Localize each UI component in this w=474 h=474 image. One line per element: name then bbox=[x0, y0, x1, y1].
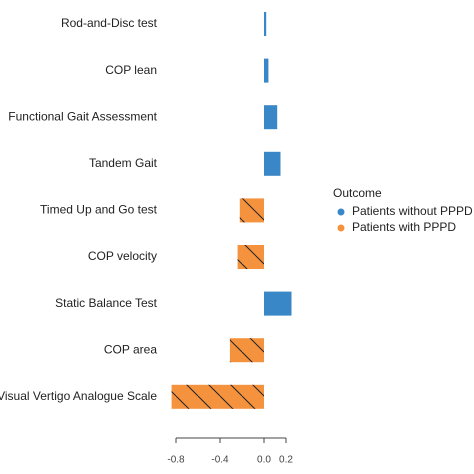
y-tick-label: COP area bbox=[104, 342, 157, 356]
bar bbox=[264, 105, 278, 130]
bar bbox=[264, 151, 281, 176]
bar bbox=[264, 291, 292, 316]
y-tick-label: Timed Up and Go test bbox=[40, 203, 158, 217]
bar-hatch bbox=[229, 338, 264, 363]
bar bbox=[264, 12, 267, 36]
bar-hatch bbox=[171, 384, 264, 409]
bar-hatch bbox=[239, 198, 264, 223]
y-tick-label: Tandem Gait bbox=[89, 156, 158, 170]
legend-key bbox=[337, 224, 345, 232]
y-tick-label: Functional Gait Assessment bbox=[8, 109, 157, 123]
x-tick-label: -0.4 bbox=[211, 455, 229, 466]
x-tick-label: 0.0 bbox=[257, 455, 271, 466]
legend-label: Patients without PPPD bbox=[352, 204, 473, 218]
y-tick-label: COP velocity bbox=[88, 249, 157, 263]
y-tick-label: Visual Vertigo Analogue Scale bbox=[0, 389, 157, 403]
y-tick-label: COP lean bbox=[105, 63, 157, 77]
y-tick-label: Rod-and-Disc test bbox=[61, 16, 158, 30]
x-tick-label: 0.2 bbox=[279, 455, 293, 466]
legend-key bbox=[337, 208, 345, 216]
legend-title: Outcome bbox=[333, 186, 382, 200]
legend-label: Patients with PPPD bbox=[352, 220, 456, 234]
bar-hatch bbox=[237, 245, 264, 269]
x-tick-label: -0.8 bbox=[167, 455, 185, 466]
y-tick-label: Static Balance Test bbox=[55, 296, 158, 310]
bar bbox=[264, 58, 269, 83]
